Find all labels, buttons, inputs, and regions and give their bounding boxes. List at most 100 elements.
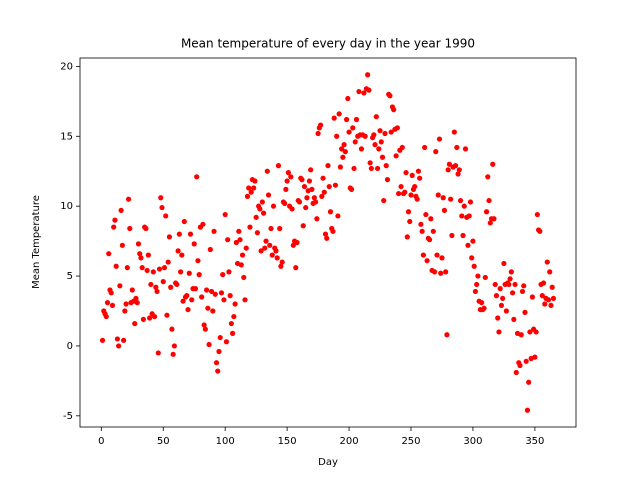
- point: [121, 337, 127, 343]
- point: [242, 297, 248, 303]
- point: [192, 286, 199, 292]
- point: [156, 266, 163, 272]
- point: [133, 295, 139, 302]
- plot-frame: [79, 57, 577, 428]
- point: [407, 218, 413, 225]
- x-tick-label: 50: [157, 436, 170, 447]
- point: [320, 175, 326, 181]
- point: [365, 72, 371, 78]
- point: [471, 263, 477, 269]
- point: [430, 228, 436, 234]
- point: [208, 288, 215, 295]
- point: [495, 315, 501, 321]
- point: [177, 269, 184, 275]
- point: [247, 224, 253, 230]
- point: [228, 320, 234, 327]
- point: [168, 284, 174, 290]
- point: [221, 297, 227, 303]
- point: [482, 274, 488, 281]
- point: [227, 293, 233, 299]
- x-tick-label: 250: [401, 436, 420, 447]
- point: [210, 308, 216, 314]
- point: [479, 300, 485, 306]
- point: [225, 237, 231, 243]
- point: [485, 174, 491, 180]
- point: [448, 196, 454, 202]
- point: [293, 265, 299, 271]
- point: [288, 174, 294, 180]
- point: [356, 88, 362, 95]
- point: [550, 295, 557, 302]
- point: [439, 255, 445, 261]
- point: [417, 175, 423, 181]
- point: [317, 122, 324, 128]
- point: [529, 294, 535, 300]
- point: [428, 216, 434, 222]
- point: [129, 287, 135, 293]
- point: [306, 178, 313, 184]
- point: [232, 301, 238, 307]
- point: [501, 260, 507, 267]
- point: [260, 210, 267, 216]
- point: [300, 223, 306, 229]
- point: [374, 165, 381, 172]
- point: [368, 165, 374, 172]
- point: [314, 216, 320, 222]
- point: [337, 164, 343, 170]
- point: [222, 211, 228, 218]
- point: [289, 206, 295, 212]
- point: [153, 284, 159, 290]
- point: [147, 315, 153, 321]
- point: [512, 281, 518, 288]
- point: [545, 297, 552, 303]
- x-tick-label: 0: [98, 436, 104, 447]
- point: [309, 186, 315, 192]
- point: [140, 316, 147, 322]
- point: [151, 313, 158, 320]
- point: [491, 216, 497, 222]
- point: [339, 146, 345, 152]
- point: [373, 114, 379, 120]
- point: [438, 270, 444, 276]
- point: [122, 308, 128, 314]
- point: [492, 281, 498, 288]
- point: [158, 195, 164, 201]
- point: [446, 161, 452, 167]
- point: [377, 128, 383, 134]
- point: [263, 238, 269, 244]
- point: [244, 193, 251, 199]
- point: [443, 269, 449, 275]
- point: [387, 93, 393, 99]
- point: [308, 167, 314, 173]
- point: [376, 146, 382, 152]
- point: [452, 163, 459, 169]
- point: [493, 293, 500, 299]
- point: [206, 341, 212, 348]
- point: [123, 301, 129, 307]
- point: [378, 139, 384, 145]
- point: [311, 195, 317, 201]
- point: [345, 95, 351, 102]
- point: [278, 263, 284, 269]
- point: [486, 197, 492, 204]
- point: [223, 339, 230, 345]
- point: [415, 168, 422, 174]
- point: [348, 186, 355, 192]
- point: [277, 225, 283, 232]
- point: [233, 239, 239, 246]
- point: [540, 280, 547, 286]
- point: [143, 225, 149, 232]
- point: [403, 170, 409, 176]
- point: [199, 294, 205, 300]
- point: [449, 232, 455, 239]
- point: [351, 165, 357, 172]
- point: [381, 197, 387, 204]
- point: [179, 252, 185, 258]
- point: [547, 269, 553, 275]
- point: [414, 196, 420, 202]
- point: [379, 154, 386, 160]
- point: [176, 231, 182, 237]
- point: [116, 343, 122, 349]
- point: [251, 185, 257, 191]
- point: [500, 295, 506, 302]
